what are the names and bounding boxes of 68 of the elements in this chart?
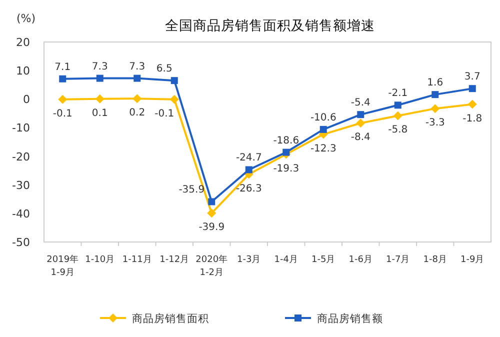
data-label: -10.6 [310,112,336,124]
y-tick-label: -40 [12,207,30,220]
point [468,85,476,92]
x-tick-label: 2019年 1-9月 [46,254,79,278]
point [59,75,66,82]
point [170,94,179,104]
data-label: -24.7 [236,152,262,164]
data-label: -5.8 [388,124,408,136]
x-tick-label: 1-7月 [386,255,410,265]
data-label: 7.3 [92,61,108,72]
point [393,111,402,120]
data-label: 3.7 [464,72,480,83]
point [394,102,402,109]
data-label: -2.1 [388,88,408,100]
data-label: 6.5 [156,64,172,75]
point [170,77,178,84]
legend-label: 商品房销售面积 [132,312,209,325]
point [132,94,142,104]
point [468,100,477,109]
point [96,74,104,82]
x-tick-label: 1-9月 [460,255,484,265]
x-tick-label: 1-6月 [348,255,372,265]
point [134,74,141,82]
chart-title: 全国商品房销售面积及销售额增速 [165,18,375,34]
data-label: 0.2 [129,108,146,119]
point [208,198,216,206]
data-label: -26.3 [236,183,262,194]
point [58,94,68,104]
legend-label: 商品房销售额 [317,312,383,325]
point [320,126,327,133]
y-tick-label: 10 [16,64,30,78]
data-label: 0.1 [92,108,108,119]
point [430,104,440,114]
data-label: -18.6 [273,135,300,146]
data-label: 1.6 [427,78,444,89]
point [245,166,252,174]
y-tick-label: -20 [12,150,30,164]
data-label: -1.8 [462,113,482,124]
point [356,118,366,128]
y-tick-label: 0 [23,93,30,106]
data-label: -39.9 [198,222,225,234]
point [357,111,364,118]
data-label: -0.1 [154,108,174,120]
x-tick-label: 1-5月 [312,255,336,265]
x-tick-label: 1-10月 [85,255,115,265]
x-tick-label: 1-12月 [160,255,190,265]
data-label: -0.1 [52,108,72,120]
data-label: -5.4 [350,98,370,109]
data-label: -12.3 [310,143,336,154]
point [432,91,439,98]
x-tick-label: 1-4月 [274,255,298,265]
x-tick-label: 2020年 1-2月 [196,254,228,278]
data-label: -3.3 [425,118,445,129]
x-tick-label: 1-3月 [237,255,261,265]
point [282,148,290,156]
x-tick-label: 1-11月 [122,255,152,265]
data-label: 7.1 [54,62,71,73]
y-tick-label: -50 [12,236,30,249]
point [95,94,104,104]
data-label: -19.3 [273,163,300,174]
point [207,208,216,218]
data-label: -8.4 [350,132,370,144]
y-tick-label: 20 [16,36,30,49]
data-label: 7.3 [129,61,146,72]
y-tick-label: -10 [12,122,30,135]
y-tick-label: -30 [12,178,30,192]
y-axis-title: (%) [16,12,36,25]
x-tick-label: 1-8月 [423,255,447,265]
